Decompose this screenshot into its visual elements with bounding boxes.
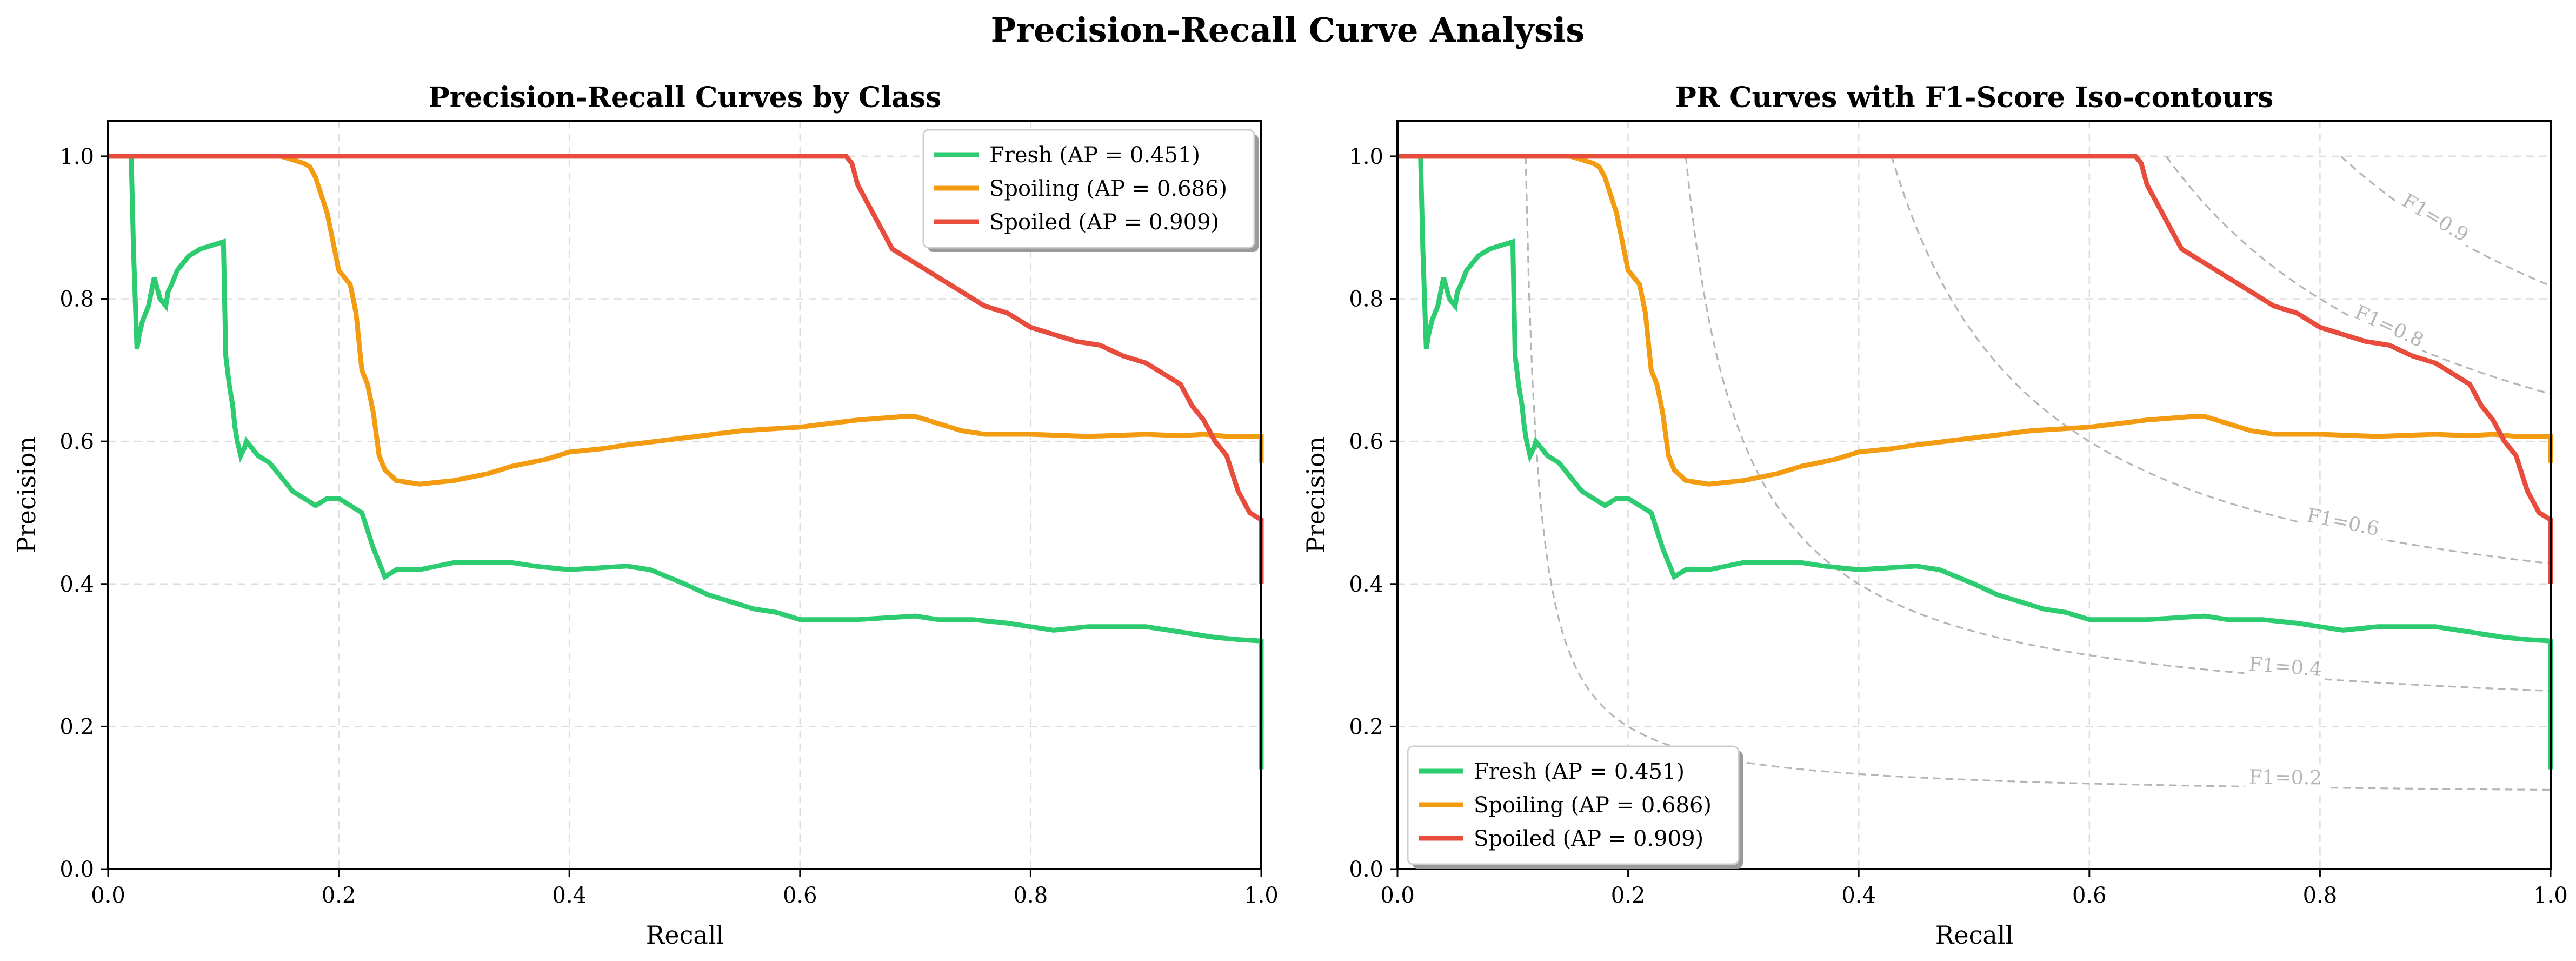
y-tick-label: 0.0 — [1349, 857, 1383, 882]
series-line-spoiling — [1397, 154, 2553, 487]
legend: Fresh (AP = 0.451) Spoiling (AP = 0.686) S… — [1407, 745, 1743, 869]
series-line-spoiled — [1397, 154, 2553, 584]
y-tick-label: 0.8 — [1349, 287, 1383, 312]
curves — [1397, 154, 2553, 770]
iso-f1-label: F1=0.4 — [2248, 653, 2322, 681]
series-line-fresh — [108, 154, 1264, 770]
iso-f1-curve — [1891, 156, 2551, 565]
y-tick-label: 1.0 — [1349, 144, 1383, 169]
y-tick-label: 0.6 — [1349, 429, 1383, 454]
series-line-fresh — [1397, 154, 2553, 770]
y-axis-label: Precision — [1301, 436, 1330, 553]
iso-f1-label: F1=0.6 — [2305, 504, 2381, 540]
iso-f1-curve — [1685, 156, 2551, 692]
iso-label-bg — [2301, 502, 2385, 542]
x-tick-label: 0.2 — [322, 883, 356, 908]
y-axis-label: Precision — [12, 436, 41, 553]
iso-contours: F1=0.2F1=0.4F1=0.6F1=0.8F1=0.9 — [1525, 155, 2551, 791]
iso-f1-curve — [1525, 156, 2551, 791]
x-axis-label: Recall — [1935, 920, 2013, 950]
legend-entry: Spoiled (AP = 0.909) — [989, 210, 1219, 235]
pr-curves-panel: Precision-Recall Curves by Class 0.0 0.2 0… — [12, 81, 1279, 950]
iso-f1-label: F1=0.9 — [2398, 190, 2472, 247]
series-line-spoiling — [108, 154, 1264, 487]
x-tick-label: 0.8 — [2303, 883, 2338, 908]
iso-f1-label: F1=0.2 — [2248, 766, 2322, 790]
x-tick-label: 0.8 — [1014, 883, 1048, 908]
y-tick-label: 0.2 — [1349, 714, 1383, 739]
legend-entry: Fresh (AP = 0.451) — [1474, 759, 1685, 784]
curves — [108, 154, 1264, 770]
y-tick-label: 0.2 — [59, 714, 94, 739]
legend-entry: Spoiled (AP = 0.909) — [1474, 826, 1703, 851]
pr-iso-panel: PR Curves with F1-Score Iso-contours F1=… — [1301, 81, 2568, 950]
y-tick-label: 0.4 — [59, 572, 94, 597]
legend: Fresh (AP = 0.451) Spoiling (AP = 0.686) S… — [922, 129, 1259, 252]
iso-label-bg — [2244, 652, 2327, 682]
x-tick-label: 0.4 — [1841, 883, 1876, 908]
figure-title: Precision-Recall Curve Analysis — [991, 10, 1585, 50]
legend-entry: Spoiling (AP = 0.686) — [989, 176, 1227, 201]
ticks: 0.0 0.2 0.4 0.6 0.8 1.0 0.0 0.2 0.4 0.6 0.8 1.0 — [1349, 144, 2567, 908]
pr-curves-title: Precision-Recall Curves by Class — [429, 81, 942, 114]
y-tick-label: 1.0 — [59, 144, 94, 169]
ticks: 0.0 0.2 0.4 0.6 0.8 1.0 0.0 0.2 0.4 0.6 0.8 1.0 — [59, 144, 1278, 908]
x-tick-label: 0.0 — [91, 883, 125, 908]
x-tick-label: 0.0 — [1380, 883, 1415, 908]
pr-iso-title: PR Curves with F1-Score Iso-contours — [1675, 81, 2274, 114]
iso-label-bg — [2245, 765, 2326, 790]
y-tick-label: 0.8 — [59, 287, 94, 312]
legend-box — [922, 129, 1255, 249]
legend-entry: Fresh (AP = 0.451) — [989, 143, 1200, 168]
x-tick-label: 0.2 — [1611, 883, 1646, 908]
axes-frame — [107, 120, 1262, 870]
x-tick-label: 0.6 — [2072, 883, 2107, 908]
x-axis-label: Recall — [646, 920, 724, 950]
y-tick-label: 0.6 — [59, 429, 94, 454]
iso-label-bg — [2394, 187, 2477, 249]
legend-entry: Spoiling (AP = 0.686) — [1474, 793, 1712, 818]
legend-box — [1407, 745, 1740, 865]
x-tick-label: 0.6 — [783, 883, 817, 908]
axes-frame — [1396, 120, 2552, 870]
x-tick-label: 1.0 — [2533, 883, 2568, 908]
x-tick-label: 0.4 — [552, 883, 587, 908]
series-line-spoiled — [108, 154, 1264, 584]
y-tick-label: 0.0 — [59, 857, 94, 882]
iso-label-bg — [2347, 299, 2431, 354]
y-tick-label: 0.4 — [1349, 572, 1383, 597]
x-tick-label: 1.0 — [1244, 883, 1279, 908]
